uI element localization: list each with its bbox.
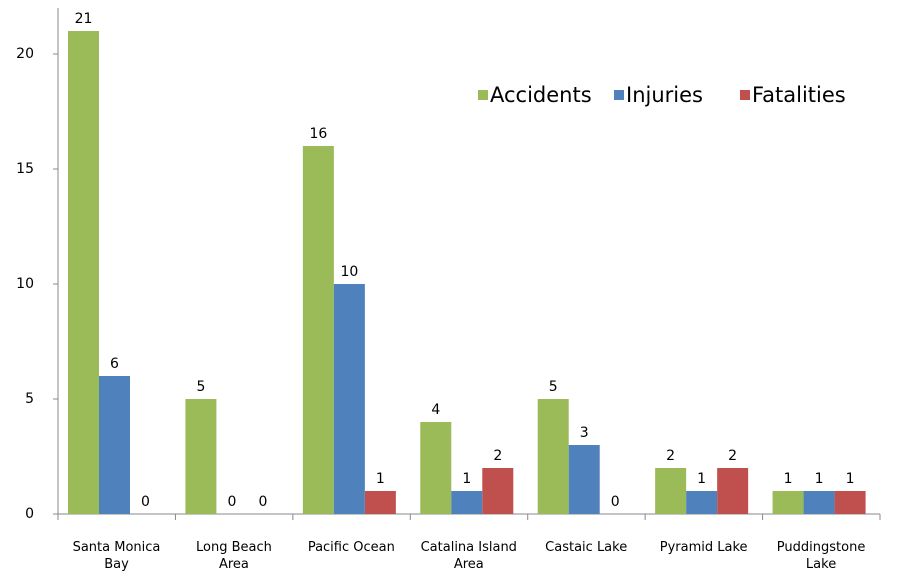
value-label: 1: [784, 471, 793, 487]
bar: [68, 31, 99, 514]
value-label: 5: [196, 379, 205, 395]
x-tick-label: Puddingstone Lake: [776, 540, 866, 572]
y-tick-label: 15: [16, 161, 34, 177]
bar: [99, 376, 130, 514]
legend-swatch: [740, 90, 750, 100]
value-label: 2: [493, 448, 502, 464]
bar: [537, 399, 569, 514]
value-label: 1: [376, 471, 385, 487]
x-tick-label: Pyramid Lake: [659, 540, 748, 555]
value-label: 10: [340, 264, 358, 280]
x-tick-label: Pacific Ocean: [307, 540, 395, 555]
bar: [482, 468, 514, 514]
value-label: 21: [75, 11, 93, 27]
bar: [803, 491, 835, 514]
value-label: 4: [431, 402, 440, 418]
legend-label: Injuries: [626, 83, 703, 107]
value-label: 16: [309, 126, 327, 142]
x-tick-label: Long Beach Area: [195, 540, 272, 572]
bar: [686, 491, 718, 514]
bar: [302, 146, 334, 514]
legend-label: Fatalities: [752, 83, 846, 107]
value-label: 0: [227, 494, 236, 510]
value-label: 1: [697, 471, 706, 487]
x-tick-label: Catalina Island Area: [420, 540, 517, 572]
value-label: 0: [141, 494, 150, 510]
bar: [717, 468, 749, 514]
value-label: 5: [549, 379, 558, 395]
bar: [185, 399, 217, 514]
value-label: 0: [258, 494, 267, 510]
bar: [568, 445, 600, 514]
value-label: 2: [666, 448, 675, 464]
value-label: 1: [815, 471, 824, 487]
x-tick-label: Castaic Lake: [545, 540, 628, 555]
value-label: 1: [846, 471, 855, 487]
legend-swatch: [614, 90, 624, 100]
y-tick-label: 5: [25, 391, 34, 407]
value-label: 2: [728, 448, 737, 464]
bar: [834, 491, 866, 514]
value-label: 0: [611, 494, 620, 510]
bar: [333, 284, 365, 514]
legend-label: Accidents: [490, 83, 592, 107]
value-label: 6: [110, 356, 119, 372]
x-tick-label: Santa Monica Bay: [72, 540, 161, 572]
bar: [772, 491, 804, 514]
legend-swatch: [478, 90, 488, 100]
y-tick-label: 20: [16, 46, 34, 62]
bar: [364, 491, 396, 514]
bar: [420, 422, 452, 514]
bar: [451, 491, 483, 514]
value-label: 3: [580, 425, 589, 441]
bar: [655, 468, 687, 514]
value-label: 1: [462, 471, 471, 487]
y-tick-label: 0: [25, 506, 34, 522]
y-tick-label: 10: [16, 276, 34, 292]
